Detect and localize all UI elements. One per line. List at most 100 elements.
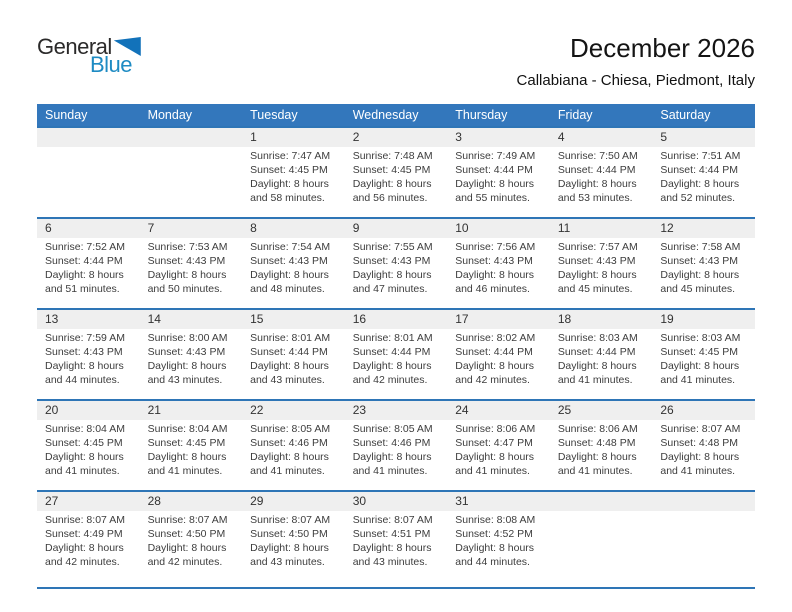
logo-text-general: General [37,34,112,59]
sunrise-text: Sunrise: 8:06 AM [557,423,638,435]
sunrise-text: Sunrise: 7:51 AM [660,150,741,162]
calendar-day-cell: 18 Sunrise: 8:03 AM Sunset: 4:44 PM Dayligh… [549,309,653,400]
sunrise-text: Sunrise: 7:50 AM [557,150,638,162]
day-sun-details: Sunrise: 8:06 AM Sunset: 4:47 PM Daylight:… [447,420,550,479]
day-number: 6 [37,219,140,238]
daylight-text: Daylight: 8 hours and 50 minutes. [147,268,227,295]
day-number: 3 [447,128,550,147]
calendar-day-cell: 25 Sunrise: 8:06 AM Sunset: 4:48 PM Dayligh… [549,400,653,491]
day-sun-details: Sunrise: 7:54 AM Sunset: 4:43 PM Daylight:… [242,238,345,297]
day-sun-details: Sunrise: 8:01 AM Sunset: 4:44 PM Daylight:… [242,329,345,388]
daylight-text: Daylight: 8 hours and 43 minutes. [250,541,329,568]
daylight-text: Daylight: 8 hours and 41 minutes. [45,450,124,477]
sunrise-text: Sunrise: 8:08 AM [455,514,536,526]
day-header-wednesday: Wednesday [344,104,448,127]
day-header-saturday: Saturday [652,104,755,127]
calendar-day-cell [652,491,755,588]
calendar-day-cell: 29 Sunrise: 8:07 AM Sunset: 4:50 PM Dayligh… [242,491,345,588]
sunset-text: Sunset: 4:50 PM [250,527,328,540]
day-sun-details: Sunrise: 8:05 AM Sunset: 4:46 PM Daylight:… [345,420,448,479]
sunrise-text: Sunrise: 8:01 AM [352,332,433,344]
sunrise-text: Sunrise: 8:07 AM [45,514,125,526]
day-number: 20 [37,401,140,420]
sunrise-text: Sunrise: 7:47 AM [250,150,331,162]
daylight-text: Daylight: 8 hours and 58 minutes. [250,177,329,204]
title-block: December 2026 Callabiana - Chiesa, Piedm… [255,33,755,89]
page-subtitle: Callabiana - Chiesa, Piedmont, Italy [516,72,755,90]
daylight-text: Daylight: 8 hours and 41 minutes. [352,450,432,477]
sunset-text: Sunset: 4:46 PM [250,436,328,449]
day-number: 5 [652,128,755,147]
day-sun-details: Sunrise: 8:02 AM Sunset: 4:44 PM Daylight:… [447,329,550,388]
daylight-text: Daylight: 8 hours and 47 minutes. [352,268,432,295]
sunrise-text: Sunrise: 8:02 AM [455,332,536,344]
calendar-day-cell: 23 Sunrise: 8:05 AM Sunset: 4:46 PM Dayligh… [344,400,448,491]
day-sun-details: Sunrise: 7:50 AM Sunset: 4:44 PM Daylight:… [550,147,653,206]
sunset-text: Sunset: 4:43 PM [352,254,431,267]
calendar-day-cell: 10 Sunrise: 7:56 AM Sunset: 4:43 PM Dayligh… [447,218,550,309]
calendar-table: Sunday Monday Tuesday Wednesday Thursday… [37,104,755,589]
daylight-text: Daylight: 8 hours and 41 minutes. [557,450,637,477]
day-header-tuesday: Tuesday [242,104,345,127]
calendar-day-cell: 15 Sunrise: 8:01 AM Sunset: 4:44 PM Dayligh… [242,309,345,400]
sunrise-text: Sunrise: 8:05 AM [352,423,433,435]
sunrise-text: Sunrise: 7:56 AM [455,241,536,253]
sunset-text: Sunset: 4:43 PM [250,254,328,267]
day-number: 12 [652,219,755,238]
day-number: 23 [344,401,448,420]
sunrise-text: Sunrise: 7:55 AM [352,241,433,253]
calendar-day-cell: 31 Sunrise: 8:08 AM Sunset: 4:52 PM Dayligh… [447,491,550,588]
sunset-text: Sunset: 4:44 PM [557,345,636,358]
sunrise-text: Sunrise: 7:57 AM [557,241,638,253]
day-number: 14 [139,310,243,329]
day-number [37,128,140,147]
calendar-day-cell: 6 Sunrise: 7:52 AM Sunset: 4:44 PM Daylight… [37,218,140,309]
calendar-day-cell: 4 Sunrise: 7:50 AM Sunset: 4:44 PM Daylight… [549,127,653,218]
sunrise-text: Sunrise: 7:54 AM [250,241,331,253]
sunset-text: Sunset: 4:43 PM [455,254,533,267]
day-number: 16 [344,310,448,329]
calendar-week-row: 27 Sunrise: 8:07 AM Sunset: 4:49 PM Dayligh… [37,491,755,588]
day-sun-details: Sunrise: 8:03 AM Sunset: 4:44 PM Daylight:… [550,329,653,388]
calendar-week-row: 1 Sunrise: 7:47 AM Sunset: 4:45 PM Daylight… [37,127,755,218]
calendar-week-row: 20 Sunrise: 8:04 AM Sunset: 4:45 PM Dayligh… [37,400,755,491]
daylight-text: Daylight: 8 hours and 48 minutes. [250,268,329,295]
daylight-text: Daylight: 8 hours and 43 minutes. [250,359,329,386]
calendar-week-row: 6 Sunrise: 7:52 AM Sunset: 4:44 PM Daylight… [37,218,755,309]
sunrise-text: Sunrise: 8:07 AM [352,514,433,526]
day-sun-details: Sunrise: 7:53 AM Sunset: 4:43 PM Daylight:… [140,238,243,297]
calendar-day-cell: 7 Sunrise: 7:53 AM Sunset: 4:43 PM Daylight… [139,218,243,309]
calendar-day-cell: 3 Sunrise: 7:49 AM Sunset: 4:44 PM Daylight… [447,127,550,218]
day-sun-details: Sunrise: 7:59 AM Sunset: 4:43 PM Daylight:… [37,329,140,388]
daylight-text: Daylight: 8 hours and 43 minutes. [147,359,227,386]
sunrise-text: Sunrise: 8:03 AM [557,332,638,344]
daylight-text: Daylight: 8 hours and 45 minutes. [557,268,637,295]
sunset-text: Sunset: 4:44 PM [557,163,636,176]
calendar-day-cell: 2 Sunrise: 7:48 AM Sunset: 4:45 PM Daylight… [344,127,448,218]
day-number: 2 [344,128,448,147]
sunset-text: Sunset: 4:44 PM [352,345,431,358]
day-number: 15 [242,310,345,329]
calendar-day-cell: 24 Sunrise: 8:06 AM Sunset: 4:47 PM Dayligh… [447,400,550,491]
day-number [139,128,243,147]
day-sun-details: Sunrise: 7:55 AM Sunset: 4:43 PM Daylight:… [345,238,448,297]
sunrise-text: Sunrise: 8:04 AM [147,423,228,435]
general-blue-logo: General Blue [37,36,167,76]
day-number: 1 [242,128,345,147]
sunrise-text: Sunrise: 8:07 AM [250,514,331,526]
sunset-text: Sunset: 4:44 PM [45,254,123,267]
sunset-text: Sunset: 4:44 PM [455,345,533,358]
calendar-day-cell: 14 Sunrise: 8:00 AM Sunset: 4:43 PM Dayligh… [139,309,243,400]
day-number [549,492,653,511]
sunset-text: Sunset: 4:48 PM [557,436,636,449]
day-sun-details: Sunrise: 8:07 AM Sunset: 4:50 PM Daylight:… [140,511,243,570]
sunset-text: Sunset: 4:43 PM [147,345,226,358]
daylight-text: Daylight: 8 hours and 42 minutes. [455,359,535,386]
day-number: 4 [549,128,653,147]
sunset-text: Sunset: 4:47 PM [455,436,533,449]
day-sun-details: Sunrise: 8:06 AM Sunset: 4:48 PM Daylight:… [550,420,653,479]
calendar-week-row: 13 Sunrise: 7:59 AM Sunset: 4:43 PM Dayligh… [37,309,755,400]
calendar-day-cell [37,127,140,218]
daylight-text: Daylight: 8 hours and 43 minutes. [352,541,432,568]
day-sun-details: Sunrise: 8:03 AM Sunset: 4:45 PM Daylight:… [652,329,755,388]
